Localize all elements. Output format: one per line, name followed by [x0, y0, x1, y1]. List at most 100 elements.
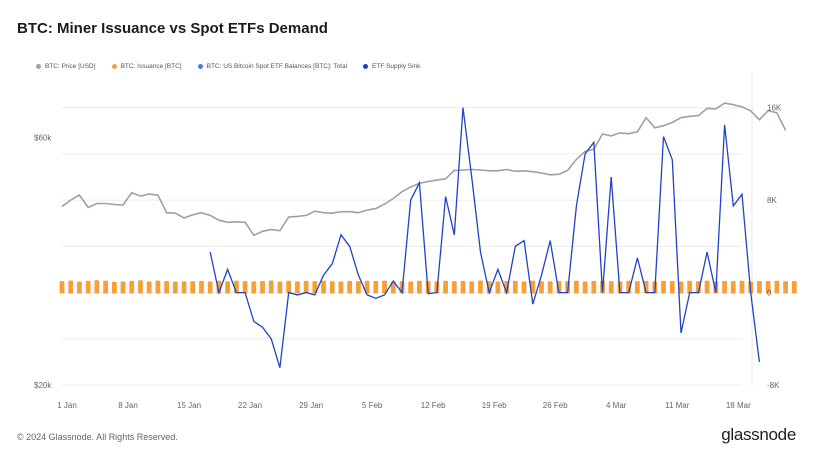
x-tick-label: 29 Jan: [299, 401, 323, 410]
issuance-bar: [164, 281, 170, 294]
issuance-bar: [687, 280, 693, 294]
issuance-bar: [181, 281, 187, 294]
issuance-bar: [547, 281, 553, 294]
issuance-bar: [582, 281, 588, 294]
legend-item-etf-sink[interactable]: ETF Supply Sink: [363, 63, 420, 70]
x-tick-label: 26 Feb: [543, 401, 568, 410]
legend-item-price[interactable]: BTC: Price [USD]: [36, 63, 96, 70]
issuance-bar: [765, 281, 771, 294]
issuance-bar: [373, 281, 379, 294]
legend-item-issuance[interactable]: BTC: Issuance [BTC]: [111, 63, 182, 70]
issuance-bar: [120, 281, 126, 294]
issuance-bar: [172, 281, 178, 294]
legend-swatch-etf-sink: [363, 64, 369, 69]
issuance-bar: [591, 281, 597, 294]
issuance-bar: [739, 280, 745, 294]
issuance-bar: [59, 281, 65, 294]
legend-label-issuance: BTC: Issuance [BTC]: [120, 63, 182, 70]
issuance-bar: [478, 280, 483, 294]
issuance-bar: [85, 280, 91, 294]
copyright-text: © 2024 Glassnode. All Rights Reserved.: [17, 432, 178, 442]
issuance-bar: [521, 281, 527, 294]
issuance-bar: [460, 280, 466, 294]
glassnode-logo: glassnode: [721, 425, 796, 444]
issuance-bar: [356, 281, 361, 294]
x-tick-label: 5 Feb: [362, 401, 383, 410]
x-tick-label: 15 Jan: [177, 401, 201, 410]
x-tick-label: 4 Mar: [606, 401, 627, 410]
issuance-bar: [260, 281, 265, 294]
etf-sink-line: [209, 107, 761, 368]
issuance-bar: [242, 281, 248, 294]
issuance-bar: [661, 280, 666, 294]
legend-item-etf-balances[interactable]: BTC: US Bitcoin Spot ETF Balances [BTC]:…: [197, 63, 348, 70]
issuance-bar: [722, 280, 727, 294]
chart-title: BTC: Miner Issuance vs Spot ETFs Demand: [17, 20, 328, 37]
x-tick-label: 1 Jan: [57, 401, 77, 410]
y-right-tick-label: 16K: [767, 104, 782, 113]
issuance-bar: [774, 280, 780, 294]
issuance-bar: [94, 280, 100, 294]
issuance-bar: [286, 280, 292, 294]
issuance-bar: [312, 281, 318, 294]
issuance-bar: [634, 281, 640, 294]
legend-label-etf-sink: ETF Supply Sink: [372, 63, 421, 70]
issuance-bar: [573, 280, 579, 294]
issuance-bar: [417, 280, 422, 294]
issuance-bar: [608, 281, 614, 294]
issuance-bar: [207, 281, 213, 294]
issuance-bar: [77, 281, 82, 294]
issuance-bar: [199, 280, 204, 294]
issuance-bar: [329, 281, 335, 294]
legend-swatch-etf-balances: [197, 64, 203, 69]
x-tick-label: 11 Mar: [665, 401, 690, 410]
issuance-bar: [268, 280, 274, 294]
chart-legend: BTC: Price [USD] BTC: Issuance [BTC] BTC…: [36, 63, 436, 70]
issuance-bar: [277, 281, 283, 294]
chart-plot: 1 Jan 8 Jan 15 Jan 22 Jan 29 Jan 5 Feb 12 Feb 1…: [34, 73, 797, 410]
issuance-bar: [251, 281, 257, 294]
y-left-tick-label: $20k: [34, 381, 52, 390]
issuance-bar: [443, 280, 448, 294]
x-tick-label: 18 Mar: [726, 401, 751, 410]
y-left-ticks: $60k $20k: [34, 134, 52, 390]
y-right-tick-label: 8K: [767, 196, 777, 205]
price-line: [61, 102, 787, 237]
issuance-bar: [338, 281, 344, 294]
issuance-bar: [678, 281, 684, 294]
issuance-bar: [138, 280, 143, 294]
issuance-bar: [669, 281, 675, 294]
issuance-bar: [190, 281, 196, 294]
x-tick-label: 12 Feb: [421, 401, 446, 410]
issuance-bar: [512, 280, 518, 294]
x-axis-ticks: 1 Jan 8 Jan 15 Jan 22 Jan 29 Jan 5 Feb 12 Feb 1…: [57, 401, 751, 410]
legend-swatch-issuance: [111, 64, 117, 69]
issuance-bar: [791, 281, 797, 294]
issuance-bar: [225, 281, 231, 294]
issuance-bar: [539, 281, 544, 294]
y-right-tick-label: 0: [767, 289, 772, 298]
issuance-bar: [303, 280, 309, 294]
issuance-bar: [469, 281, 475, 294]
issuance-bar: [757, 281, 762, 294]
issuance-bar: [347, 280, 353, 294]
issuance-bar: [146, 281, 152, 294]
y-right-tick-label: -8K: [767, 381, 780, 390]
issuance-bar: [155, 280, 161, 294]
issuance-bar: [451, 281, 457, 294]
issuance-bar: [495, 281, 501, 294]
issuance-bar: [68, 280, 74, 294]
issuance-bar: [103, 280, 108, 294]
issuance-bar: [382, 280, 387, 294]
issuance-bar: [530, 280, 536, 294]
legend-swatch-price: [36, 64, 41, 69]
y-left-tick-label: $60k: [34, 134, 52, 143]
issuance-bar: [704, 280, 710, 294]
issuance-bar: [129, 280, 135, 294]
legend-label-price: BTC: Price [USD]: [45, 63, 96, 70]
issuance-bar: [390, 281, 396, 294]
issuance-bar: [408, 281, 414, 294]
issuance-bar: [294, 281, 300, 294]
legend-label-etf-balances: BTC: US Bitcoin Spot ETF Balances [BTC]:…: [206, 63, 348, 70]
issuance-bar: [730, 281, 736, 294]
